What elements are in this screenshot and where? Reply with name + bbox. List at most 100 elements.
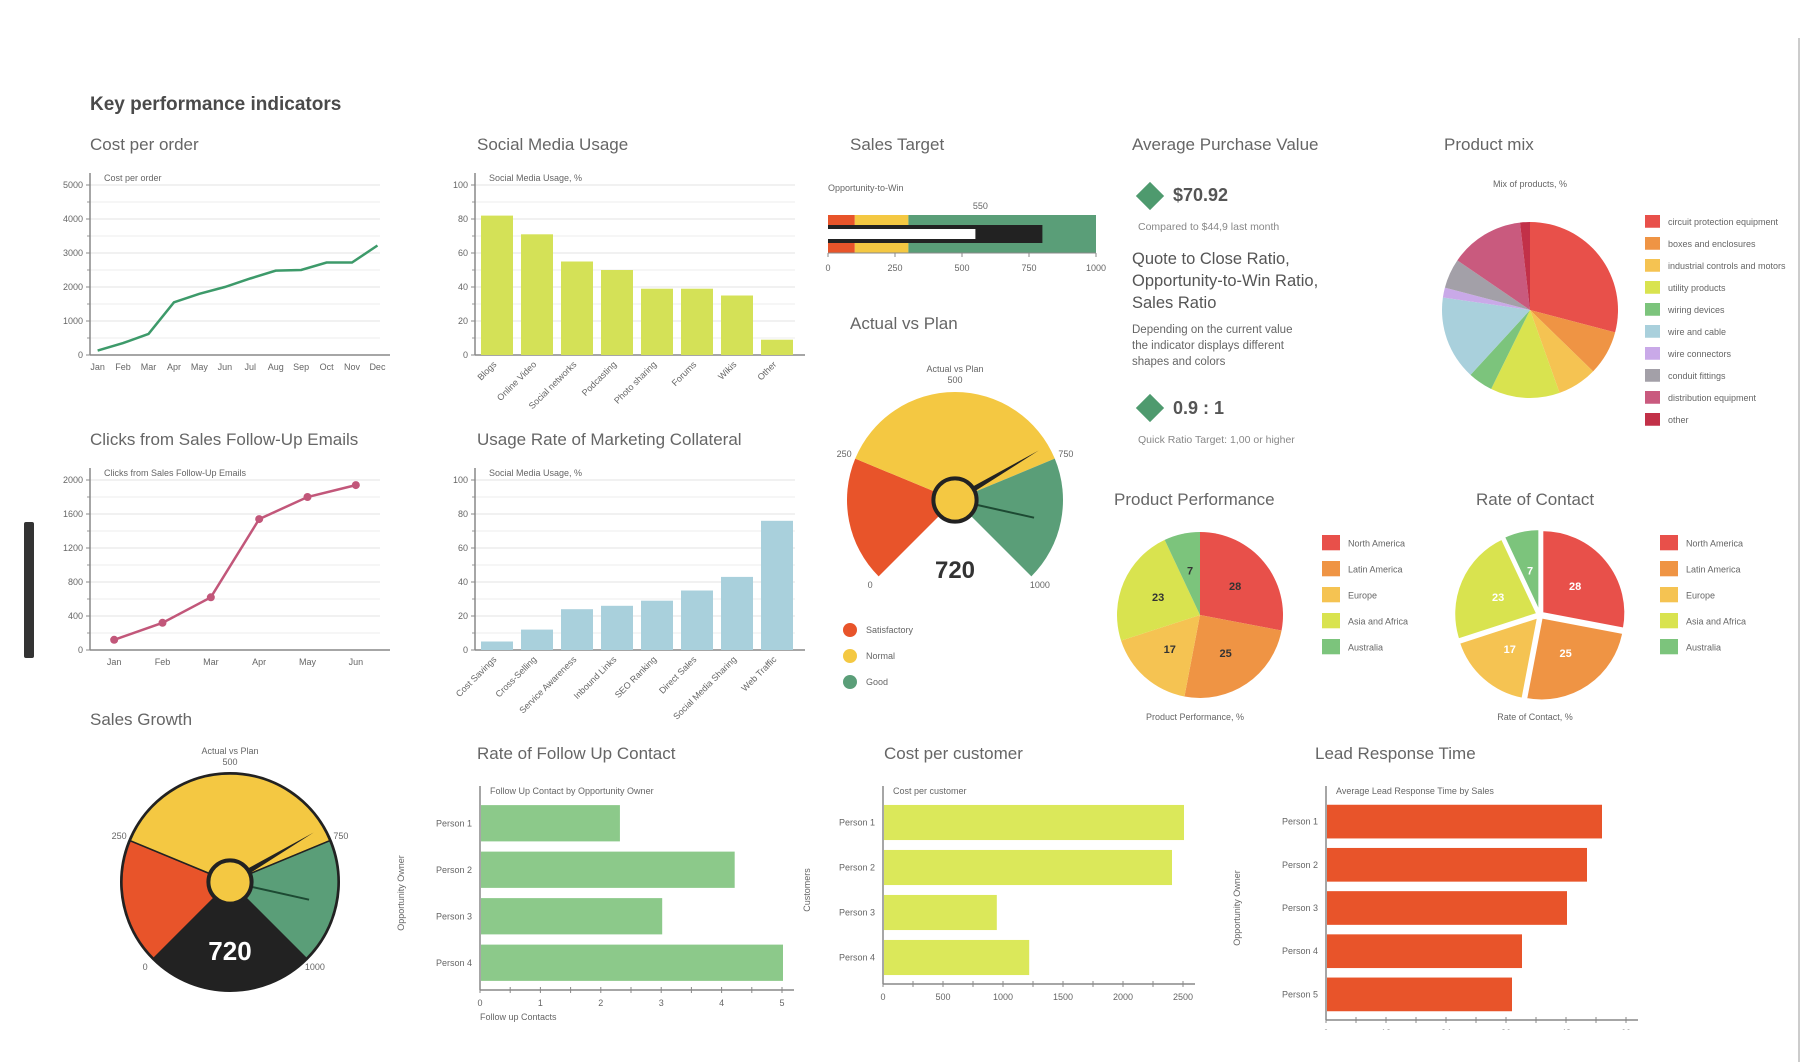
gauge-needle (972, 450, 1039, 492)
pie-slice-label: 25 (1220, 648, 1232, 660)
legend-swatch (1660, 561, 1678, 577)
pie-slice (1453, 537, 1539, 641)
x-tick-label: Direct Sales (657, 654, 699, 696)
legend-swatch (1645, 281, 1660, 294)
pie-slice-label: 28 (1569, 581, 1581, 593)
y-axis-label: Opportunity Owner (1232, 870, 1242, 946)
data-point (255, 515, 264, 524)
legend-label: wire and cable (1667, 327, 1726, 337)
legend-dot (843, 675, 857, 689)
scrollbar[interactable] (24, 522, 34, 658)
y-tick-label: Person 3 (1282, 903, 1318, 913)
gauge-hub (931, 476, 979, 524)
legend-label: Asia and Africa (1348, 617, 1408, 627)
legend-label: North America (1686, 539, 1743, 549)
x-tick-label: 0 (477, 998, 482, 1008)
pie-slice (1530, 310, 1594, 393)
legend-label: wire connectors (1667, 349, 1732, 359)
bar (601, 605, 633, 650)
data-line (113, 483, 357, 641)
gauge-tick-label: 0 (143, 962, 148, 972)
bar (481, 944, 783, 981)
y-tick-label: 100 (453, 180, 468, 190)
bar (1327, 804, 1602, 839)
gauge-tick-label: 1000 (1030, 580, 1050, 590)
chart-subtitle: Cost per order (104, 173, 162, 183)
bar (521, 629, 553, 650)
y-tick-label: 2000 (63, 282, 83, 292)
ratio-title: Quote to Close Ratio, Opportunity-to-Win… (1132, 248, 1318, 314)
legend-label: boxes and enclosures (1668, 239, 1756, 249)
x-tick-label: Feb (155, 657, 171, 667)
legend-swatch (1322, 613, 1340, 629)
x-tick-label: Jun (349, 657, 364, 667)
x-tick-label: 250 (887, 263, 902, 273)
x-tick-label: Inbound Links (572, 654, 619, 701)
bar (721, 295, 753, 355)
legend-label: North America (1348, 539, 1405, 549)
gauge-tick-label: 250 (112, 831, 127, 841)
legend-label: utility products (1668, 283, 1726, 293)
y-axis-label: Opportunity Owner (396, 855, 406, 931)
x-tick-label: 36 (1501, 1028, 1511, 1030)
y-tick-label: 5000 (63, 180, 83, 190)
legend-label: wiring devices (1667, 305, 1725, 315)
bar (761, 339, 793, 355)
gauge-needle (247, 832, 314, 874)
x-tick-label: 0 (825, 263, 830, 273)
quick-ratio-value: 0.9 : 1 (1173, 398, 1225, 418)
data-point (206, 593, 215, 602)
x-tick-label: 0 (880, 992, 885, 1002)
x-tick-label: Oct (320, 362, 335, 372)
legend-swatch (1660, 639, 1678, 655)
ratio-title-line-1: Quote to Close Ratio, (1132, 250, 1290, 268)
pie-slice (1442, 287, 1530, 310)
legend-swatch (1645, 369, 1660, 382)
legend-label: other (1668, 415, 1689, 425)
bar (721, 576, 753, 650)
data-point (303, 493, 312, 501)
legend-label: Latin America (1348, 565, 1403, 575)
legend-swatch (1645, 259, 1660, 272)
x-tick-label: 48 (1561, 1028, 1571, 1030)
ratio-desc-line-2: the indicator displays different (1132, 340, 1284, 352)
data-line (97, 244, 379, 352)
bar (681, 288, 713, 355)
x-tick-label: 12 (1381, 1028, 1391, 1030)
y-tick-label: 1000 (63, 316, 83, 326)
y-tick-label: 100 (453, 475, 468, 485)
pie-slice (1502, 528, 1541, 613)
chart-rate-of-contact: Rate of Contact, % 28 25 17 23 7 North America… (1453, 528, 1746, 722)
x-tick-label: 3 (659, 998, 664, 1008)
x-tick-label: Jun (218, 362, 233, 372)
bar (1327, 891, 1567, 925)
x-tick-label: 1500 (1053, 992, 1073, 1002)
x-tick-label: 60 (1621, 1028, 1631, 1030)
gauge-tick-label: 750 (333, 831, 348, 841)
panel-title-actual-vs-plan: Actual vs Plan (850, 314, 958, 333)
x-tick-label: 750 (1021, 263, 1036, 273)
legend-label: distribution equipment (1668, 393, 1757, 403)
x-tick-label: Blogs (475, 359, 498, 382)
legend-label: Satisfactory (866, 625, 914, 635)
legend-label: Good (866, 677, 888, 687)
pie-slice-label: 23 (1152, 592, 1164, 604)
x-tick-label: 24 (1441, 1028, 1451, 1030)
pie-slice-label: 7 (1527, 565, 1533, 577)
y-tick-label: Person 3 (436, 911, 472, 921)
pie-slice (1530, 222, 1618, 333)
chart-subtitle: Clicks from Sales Follow-Up Emails (104, 468, 247, 478)
legend-label: Europe (1686, 591, 1715, 601)
y-tick-label: 80 (458, 214, 468, 224)
legend-swatch (1322, 535, 1340, 551)
chart-cost-per-customer: Cost per customer Person 1 Person 2 Person … (802, 786, 1195, 1002)
bar (521, 234, 553, 355)
y-tick-label: Person 5 (1282, 989, 1318, 999)
y-tick-label: 0 (78, 645, 83, 655)
legend-label: Asia and Africa (1686, 617, 1746, 627)
legend-swatch (1660, 535, 1678, 551)
x-tick-label: Wikis (716, 359, 739, 382)
bar (481, 641, 513, 650)
chart-subtitle: Mix of products, % (1493, 179, 1567, 189)
pie-slice (1444, 260, 1530, 310)
